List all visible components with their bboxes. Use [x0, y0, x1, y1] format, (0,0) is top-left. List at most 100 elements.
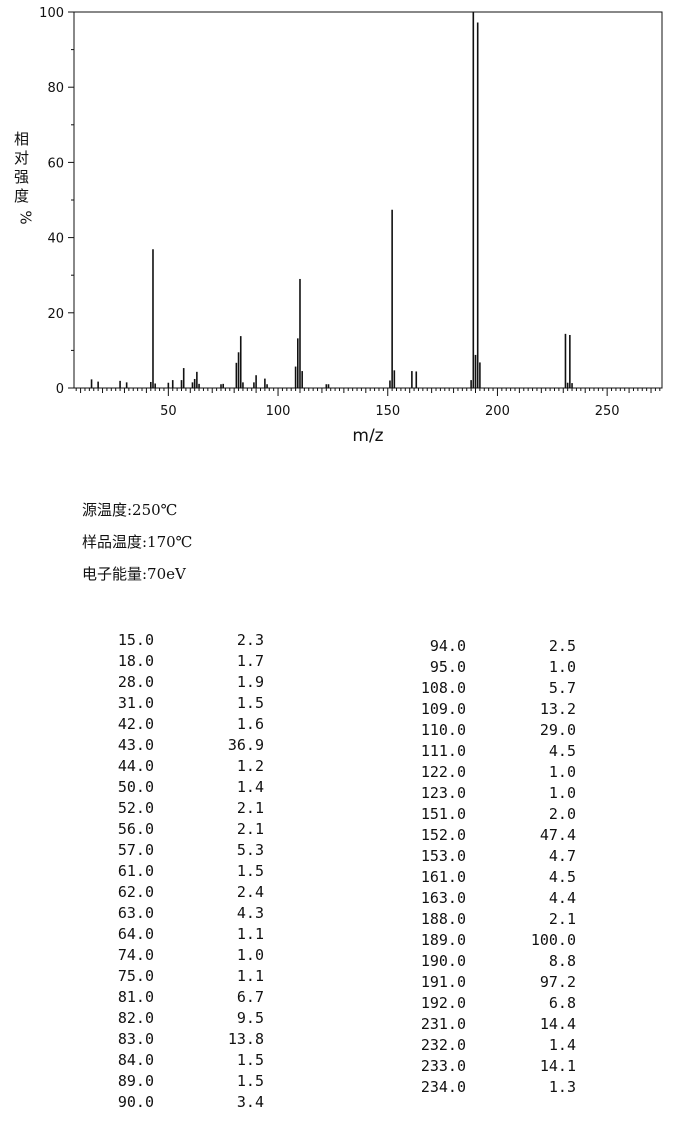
- peak-intensity: 1.1: [236, 967, 264, 985]
- sample-temperature: 样品温度:170℃: [82, 533, 193, 551]
- peak-row: 81.0 6.7: [76, 987, 266, 1008]
- peak-mz: 152.0: [420, 826, 466, 844]
- peak-intensity: 13.8: [227, 1030, 264, 1048]
- peak-intensity: 1.5: [236, 694, 264, 712]
- x-tick-label: 50: [160, 404, 177, 419]
- electron-energy: 电子能量:70eV: [82, 565, 186, 583]
- peak-intensity: 1.5: [236, 1072, 264, 1090]
- peak-mz: 234.0: [420, 1078, 466, 1096]
- peak-table-left: 15.0 2.3 18.0 1.7 28.0 1.9 31.0 1.5 42.0 1.6 43.0 3…: [76, 630, 266, 1113]
- peak-intensity: 1.4: [236, 778, 264, 796]
- peak-intensity: 1.0: [236, 946, 264, 964]
- peak-mz: 233.0: [420, 1057, 466, 1075]
- source-temperature: 源温度:250℃: [82, 501, 178, 519]
- peak-mz: 63.0: [117, 904, 154, 922]
- peak-mz: 153.0: [420, 847, 466, 865]
- peak-mz: 74.0: [117, 946, 154, 964]
- peak-intensity: 13.2: [539, 700, 576, 718]
- peak-row: 94.0 2.5: [388, 636, 578, 657]
- y-axis-label-text: 相对强度: [14, 130, 30, 205]
- peak-intensity: 5.7: [548, 679, 576, 697]
- y-axis-label-unit: %: [16, 210, 35, 225]
- peak-row: 108.0 5.7: [388, 678, 578, 699]
- peak-mz: 62.0: [117, 883, 154, 901]
- spectrum-bars: [90, 12, 573, 388]
- peak-row: 190.0 8.8: [388, 951, 578, 972]
- peak-intensity: 1.7: [236, 652, 264, 670]
- instrument-conditions: 源温度:250℃ 样品温度:170℃ 电子能量:70eV: [82, 494, 382, 590]
- peak-mz: 151.0: [420, 805, 466, 823]
- peak-row: 52.0 2.1: [76, 798, 266, 819]
- peak-intensity: 36.9: [227, 736, 264, 754]
- mass-spectrum-chart: 0 20 40 60 80 100 50 100 150 200 250 m/z: [39, 6, 663, 446]
- peak-intensity: 6.7: [236, 988, 264, 1006]
- peak-row: 18.0 1.7: [76, 651, 266, 672]
- y-tick-label: 60: [47, 156, 64, 171]
- peak-row: 56.0 2.1: [76, 819, 266, 840]
- peak-intensity: 1.0: [548, 658, 576, 676]
- peak-row: 84.0 1.5: [76, 1050, 266, 1071]
- peak-row: 188.0 2.1: [388, 909, 578, 930]
- peak-mz: 189.0: [420, 931, 466, 949]
- x-tick-label: 100: [266, 404, 291, 419]
- peak-mz: 56.0: [117, 820, 154, 838]
- y-tick-label: 80: [47, 81, 64, 96]
- peak-row: 191.0 97.2: [388, 972, 578, 993]
- peak-mz: 61.0: [117, 862, 154, 880]
- peak-mz: 52.0: [117, 799, 154, 817]
- peak-mz: 42.0: [117, 715, 154, 733]
- peak-mz: 89.0: [117, 1072, 154, 1090]
- peak-row: 90.0 3.4: [76, 1092, 266, 1113]
- peak-intensity: 1.9: [236, 673, 264, 691]
- peak-intensity: 2.4: [236, 883, 264, 901]
- peak-intensity: 4.4: [548, 889, 576, 907]
- peak-row: 89.0 1.5: [76, 1071, 266, 1092]
- peak-mz: 94.0: [429, 637, 466, 655]
- x-tick-label: 150: [375, 404, 400, 419]
- peak-row: 111.0 4.5: [388, 741, 578, 762]
- peak-mz: 43.0: [117, 736, 154, 754]
- peak-mz: 75.0: [117, 967, 154, 985]
- peak-intensity: 8.8: [548, 952, 576, 970]
- peak-intensity: 29.0: [539, 721, 576, 739]
- peak-intensity: 2.3: [236, 631, 264, 649]
- peak-mz: 109.0: [420, 700, 466, 718]
- peak-row: 153.0 4.7: [388, 846, 578, 867]
- peak-row: 83.0 13.8: [76, 1029, 266, 1050]
- peak-intensity: 4.5: [548, 742, 576, 760]
- y-tick-label: 100: [39, 6, 64, 21]
- peak-row: 42.0 1.6: [76, 714, 266, 735]
- y-tick-label: 20: [47, 307, 64, 322]
- peak-intensity: 1.1: [236, 925, 264, 943]
- peak-mz: 161.0: [420, 868, 466, 886]
- peak-row: 43.0 36.9: [76, 735, 266, 756]
- peak-mz: 110.0: [420, 721, 466, 739]
- peak-mz: 64.0: [117, 925, 154, 943]
- peak-mz: 83.0: [117, 1030, 154, 1048]
- peak-mz: 123.0: [420, 784, 466, 802]
- peak-row: 31.0 1.5: [76, 693, 266, 714]
- peak-row: 109.0 13.2: [388, 699, 578, 720]
- peak-intensity: 1.0: [548, 763, 576, 781]
- peak-mz: 231.0: [420, 1015, 466, 1033]
- peak-row: 161.0 4.5: [388, 867, 578, 888]
- peak-row: 50.0 1.4: [76, 777, 266, 798]
- peak-intensity: 47.4: [539, 826, 576, 844]
- peak-row: 75.0 1.1: [76, 966, 266, 987]
- peak-row: 61.0 1.5: [76, 861, 266, 882]
- peak-mz: 122.0: [420, 763, 466, 781]
- peak-intensity: 1.5: [236, 1051, 264, 1069]
- peak-mz: 191.0: [420, 973, 466, 991]
- peak-row: 232.0 1.4: [388, 1035, 578, 1056]
- peak-intensity: 4.3: [236, 904, 264, 922]
- peak-row: 152.0 47.4: [388, 825, 578, 846]
- peak-intensity: 3.4: [236, 1093, 264, 1111]
- peak-row: 62.0 2.4: [76, 882, 266, 903]
- peak-row: 231.0 14.4: [388, 1014, 578, 1035]
- peak-intensity: 5.3: [236, 841, 264, 859]
- peak-row: 15.0 2.3: [76, 630, 266, 651]
- peak-intensity: 6.8: [548, 994, 576, 1012]
- x-tick-label: 200: [485, 404, 510, 419]
- peak-mz: 95.0: [429, 658, 466, 676]
- peak-intensity: 14.4: [539, 1015, 576, 1033]
